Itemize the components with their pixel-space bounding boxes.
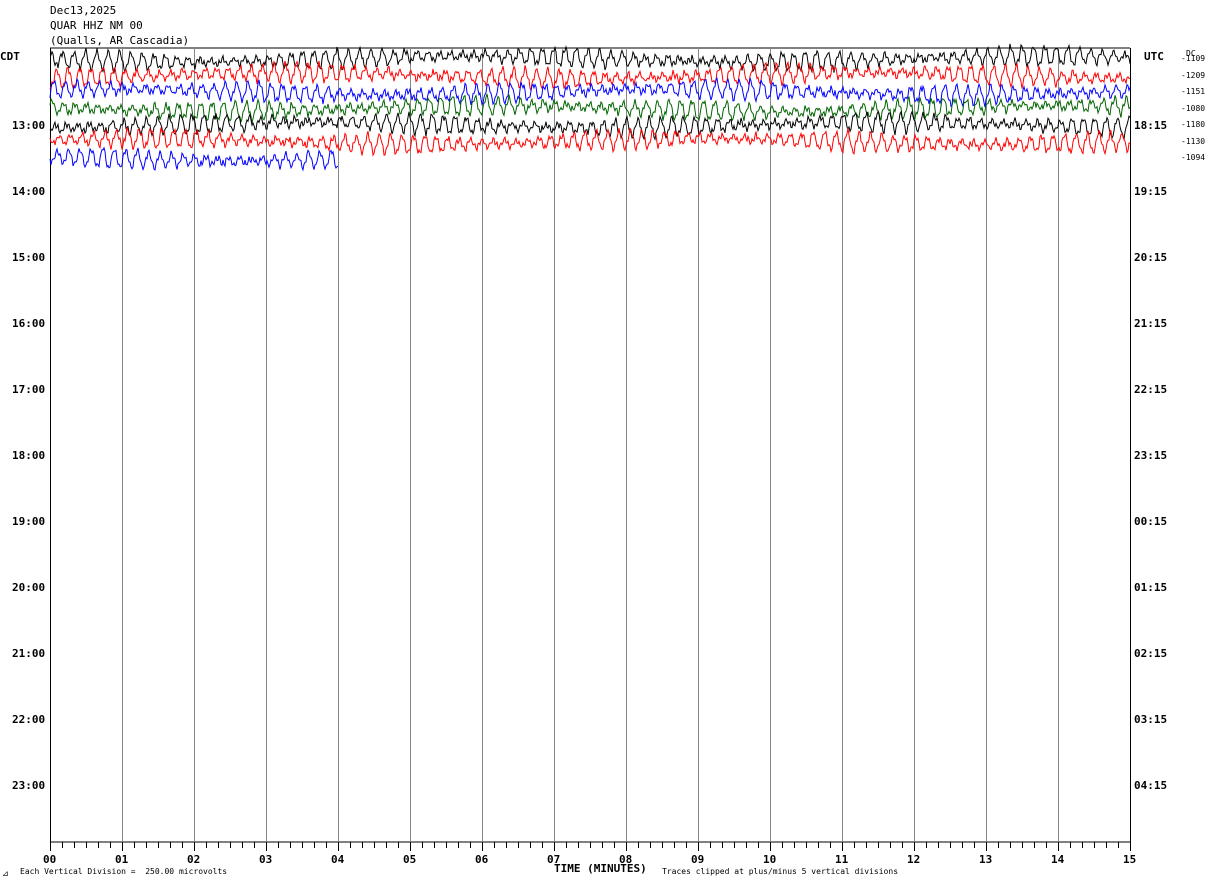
dc-value: -1180 [1181,120,1206,129]
cdt-label: CDT [0,50,20,63]
left-hour-label: 18:00 [12,449,46,462]
right-hour-label: 00:15 [1134,515,1168,528]
right-hour-label: 18:15 [1134,119,1168,132]
dc-label: DC [1186,49,1196,58]
location-label: (Qualls, AR Cascadia) [50,34,190,47]
dc-value: -1209 [1181,70,1206,80]
right-hour-label: 03:15 [1134,713,1168,726]
x-tick-label: 04 [331,853,345,866]
left-hour-label: 13:00 [12,119,46,132]
trace-line-7 [49,146,339,172]
x-tick-label: 03 [259,853,273,866]
right-hour-label: 19:15 [1134,185,1168,198]
dc-value: -1094 [1181,153,1206,162]
x-tick-label: 13 [979,853,993,866]
right-hour-label: 21:15 [1134,317,1168,330]
clip-note: Traces clipped at plus/minus 5 vertical … [662,867,899,876]
dc-value: -1130 [1181,136,1206,146]
left-hour-label: 14:00 [12,185,46,198]
utc-label: UTC [1144,50,1164,63]
trace-line-2 [49,60,1131,93]
x-tick-label: 02 [187,853,201,866]
x-tick-label: 00 [43,853,57,866]
date-label: Dec13,2025 [50,4,117,17]
right-hour-label: 04:15 [1134,779,1168,792]
x-tick-label: 15 [1123,853,1137,866]
trace-line-1 [49,43,1131,75]
x-tick-label: 06 [475,853,489,866]
left-hour-label: 22:00 [12,713,46,726]
left-hour-label: 16:00 [12,317,46,330]
left-hour-label: 21:00 [12,647,46,660]
x-tick-label: 01 [115,853,129,866]
right-hour-label: 22:15 [1134,383,1168,396]
left-hour-label: 19:00 [12,515,46,528]
station-label: QUAR HHZ NM 00 [50,19,143,32]
right-hour-label: 02:15 [1134,647,1168,660]
trace-line-4 [49,93,1131,124]
scale-note: Each Vertical Division = 250.00 microvol… [20,867,228,876]
x-tick-label: 14 [1051,853,1065,866]
corner-mark: ⊿ [2,869,9,878]
left-hour-label: 20:00 [12,581,46,594]
dc-value: -1109 [1181,54,1206,63]
left-hour-label: 17:00 [12,383,46,396]
trace-line-6 [49,127,1131,157]
x-tick-label: 05 [403,853,417,866]
trace-line-3 [49,77,1131,108]
x-tick-label: 08 [619,853,633,866]
x-tick-label: 09 [691,853,705,866]
right-hour-label: 01:15 [1134,581,1168,594]
x-tick-label: 10 [763,853,777,866]
dc-value: -1080 [1181,103,1206,113]
right-hour-label: 20:15 [1134,251,1168,264]
x-axis-title: TIME (MINUTES) [554,862,647,875]
left-hour-label: 15:00 [12,251,46,264]
x-tick-label: 12 [907,853,921,866]
dc-value: -1151 [1181,87,1206,96]
right-hour-label: 23:15 [1134,449,1168,462]
x-tick-label: 07 [547,853,561,866]
left-hour-label: 23:00 [12,779,46,792]
x-tick-label: 11 [835,853,849,866]
trace-line-5 [49,110,1131,141]
